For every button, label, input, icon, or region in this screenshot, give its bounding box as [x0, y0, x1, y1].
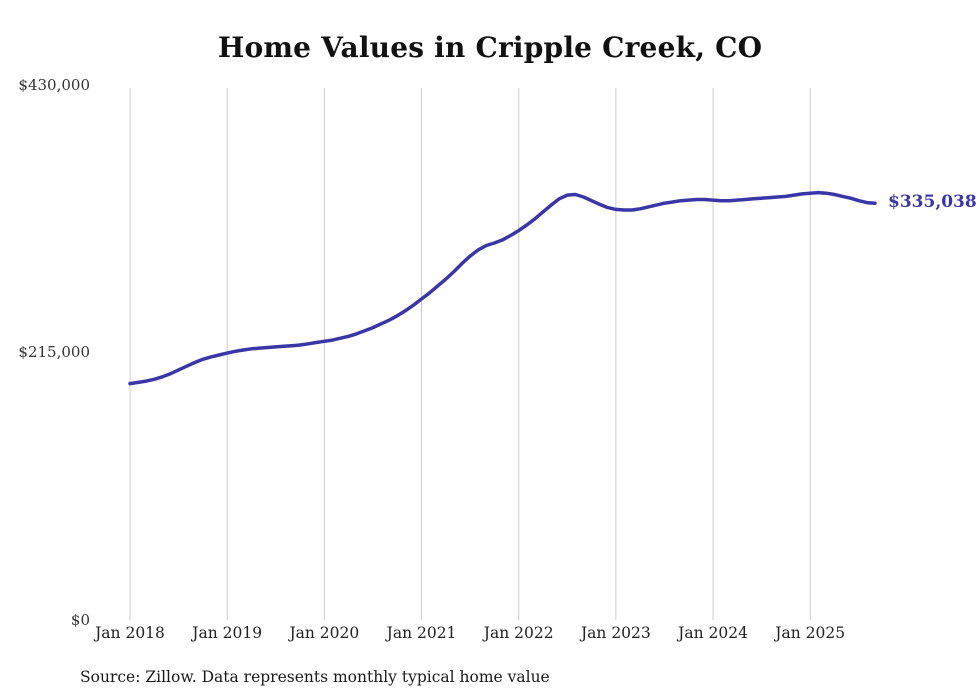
x-axis-tick-label: Jan 2019	[192, 624, 263, 642]
y-axis-tick-label: $0	[70, 611, 90, 629]
chart-title: Home Values in Cripple Creek, CO	[217, 31, 763, 64]
y-axis-tick-label: $215,000	[18, 343, 90, 361]
x-axis-tick-label: Jan 2022	[483, 624, 554, 642]
x-axis-tick-label: Jan 2020	[289, 624, 360, 642]
x-axis-tick-label: Jan 2021	[386, 624, 457, 642]
x-axis-tick-label: Jan 2024	[678, 624, 748, 642]
source-note: Source: Zillow. Data represents monthly …	[80, 668, 550, 686]
value-line	[128, 190, 877, 386]
x-axis-tick-label: Jan 2025	[775, 624, 846, 642]
x-axis-tick-label: Jan 2018	[95, 624, 165, 642]
y-axis-tick-label: $430,000	[18, 76, 90, 94]
end-value-label: $335,038	[888, 192, 977, 213]
x-axis-tick-label: Jan 2023	[580, 624, 651, 642]
